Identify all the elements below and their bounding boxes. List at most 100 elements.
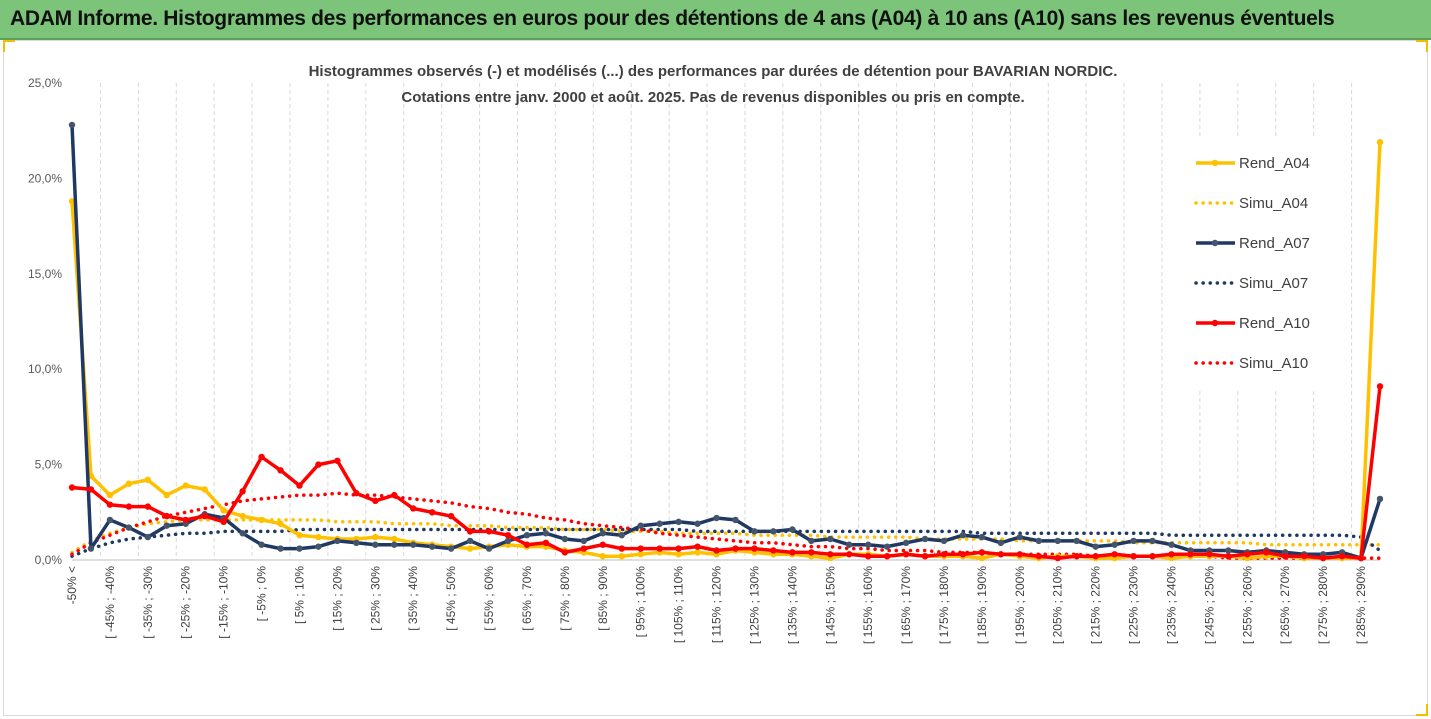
x-tick-label: [ 235% ; 240%	[1164, 566, 1178, 644]
chart-legend: Rend_A04 Simu_A04 Rend_A07 Simu_A07 Rend_A10…	[1172, 138, 1350, 390]
data-point-rend-a04	[220, 507, 227, 514]
data-point-rend-a10	[713, 547, 720, 554]
data-point-rend-a10	[391, 491, 398, 499]
x-tick-label: [ 105% ; 110%	[672, 566, 686, 643]
x-tick-label: [ -25% ; -20%	[179, 566, 193, 639]
data-point-rend-a10	[1263, 549, 1270, 556]
data-point-rend-a04	[978, 554, 986, 562]
data-point-rend-a07	[808, 537, 815, 545]
data-point-rend-a07	[864, 541, 872, 548]
data-point-rend-a10	[675, 545, 682, 552]
data-point-rend-a10	[372, 497, 379, 505]
x-tick-label: [ -15% ; -10%	[217, 566, 231, 639]
data-point-rend-a07	[106, 516, 114, 524]
data-point-rend-a04	[201, 486, 208, 493]
data-point-rend-a10	[201, 512, 208, 520]
x-tick-label: [ 125% ; 130%	[747, 566, 761, 644]
y-tick-label: 25,0%	[28, 76, 62, 90]
y-tick-label: 15,0%	[28, 267, 62, 281]
x-tick-label: [ 55% ; 60%	[482, 566, 496, 631]
data-point-rend-a07	[1130, 537, 1137, 545]
series-line-simu-a04	[70, 518, 1382, 555]
data-point-rend-a10	[883, 552, 891, 560]
x-tick-label: [ -45% ; -40%	[103, 566, 117, 639]
data-point-rend-a10	[808, 549, 815, 556]
data-point-rend-a04	[182, 482, 189, 489]
data-point-rend-a10	[1338, 552, 1346, 560]
data-point-rend-a10	[1035, 552, 1042, 560]
data-point-rend-a10	[504, 531, 512, 539]
x-tick-label: [ 175% ; 180%	[937, 566, 951, 644]
data-point-rend-a10	[789, 549, 796, 556]
grid-layer	[99, 83, 1353, 560]
data-point-rend-a10	[1092, 552, 1099, 560]
x-tick-label: [ 155% ; 160%	[861, 566, 875, 644]
data-point-rend-a07	[959, 531, 967, 539]
data-point-rend-a10	[1111, 551, 1118, 558]
data-point-rend-a07	[713, 514, 720, 522]
data-point-rend-a04	[296, 531, 303, 539]
axis-layer: 0,0% 5,0% 10,0% 15,0% 20,0% 25,0% -50% < [ -45%…	[28, 76, 1380, 644]
data-point-rend-a04	[466, 545, 474, 552]
x-tick-label: -50% <	[65, 566, 79, 604]
data-point-rend-a07	[1111, 541, 1118, 548]
data-point-rend-a10	[751, 545, 758, 552]
data-point-rend-a04	[372, 533, 379, 541]
data-point-rend-a10	[523, 541, 531, 548]
report-banner: ADAM Informe. Histogrammes des performan…	[0, 0, 1431, 40]
data-point-rend-a07	[315, 543, 322, 550]
data-point-rend-a07	[125, 524, 133, 531]
data-point-rend-a04	[391, 535, 398, 543]
data-point-rend-a10	[1282, 552, 1289, 560]
x-tick-label: [ 45% ; 50%	[444, 566, 458, 631]
corner-marker-top-left	[3, 40, 15, 52]
legend-label: Rend_A04	[1239, 155, 1310, 172]
data-point-rend-a07	[68, 121, 76, 129]
x-tick-label: [ 95% ; 100%	[634, 566, 648, 638]
data-point-rend-a07	[447, 545, 455, 552]
chart-title-line-1: Histogrammes observés (-) et modélisés (…	[309, 63, 1118, 80]
data-point-rend-a10	[656, 545, 663, 552]
x-tick-label: [ 35% ; 40%	[406, 566, 420, 631]
data-point-rend-a07	[163, 522, 170, 529]
x-tick-label: [ -35% ; -30%	[141, 566, 155, 639]
series-line-rend-a04	[70, 142, 1382, 560]
data-point-rend-a07	[353, 539, 360, 547]
data-point-rend-a07	[1035, 537, 1042, 545]
data-point-rend-a10	[902, 551, 910, 558]
data-point-rend-a04	[163, 491, 170, 499]
x-tick-label: [ 15% ; 20%	[330, 566, 344, 631]
y-tick-label: 5,0%	[35, 458, 63, 472]
data-point-rend-a10	[1054, 554, 1061, 562]
data-point-rend-a07	[883, 543, 891, 550]
data-point-rend-a10	[1206, 551, 1213, 558]
x-tick-label: [ 115% ; 120%	[710, 566, 724, 643]
data-point-rend-a10	[1244, 551, 1251, 558]
data-point-rend-a07	[296, 545, 303, 552]
data-point-rend-a10	[258, 453, 265, 461]
x-tick-label: [ 195% ; 200%	[1013, 566, 1027, 644]
data-point-rend-a07	[675, 518, 682, 526]
data-point-rend-a10	[1073, 552, 1080, 560]
series-line-rend-a07	[70, 124, 1382, 560]
data-point-rend-a04	[637, 551, 644, 558]
data-point-rend-a10	[163, 512, 170, 520]
data-point-rend-a10	[921, 552, 929, 560]
data-point-rend-a07	[485, 545, 493, 552]
data-point-rend-a10	[1376, 383, 1384, 390]
x-tick-label: [ 25% ; 30%	[368, 566, 382, 631]
data-point-rend-a07	[656, 520, 663, 527]
data-point-rend-a04	[277, 520, 284, 527]
data-point-rend-a04	[1376, 138, 1384, 146]
data-point-rend-a10	[1187, 551, 1194, 558]
data-point-rend-a07	[902, 539, 910, 547]
x-tick-label: [ 275% ; 280%	[1316, 566, 1330, 644]
data-point-rend-a10	[182, 516, 189, 524]
data-point-rend-a07	[580, 537, 588, 545]
data-point-rend-a07	[542, 530, 550, 537]
data-point-rend-a04	[694, 549, 701, 556]
data-point-rend-a07	[334, 537, 341, 545]
data-point-rend-a07	[1016, 533, 1024, 541]
data-point-rend-a10	[864, 552, 872, 560]
data-point-rend-a10	[732, 545, 739, 552]
